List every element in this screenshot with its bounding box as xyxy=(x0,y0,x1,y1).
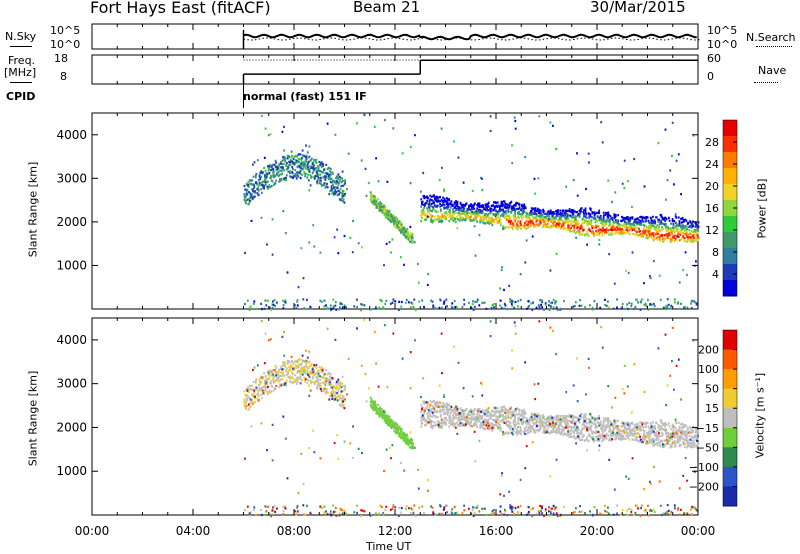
cpid-label: CPID xyxy=(6,90,36,103)
nave-legend-line xyxy=(754,82,778,83)
y-tick-label: 2000 xyxy=(56,420,87,434)
power-colorbar-segment xyxy=(723,184,737,201)
y-tick-label: 3000 xyxy=(56,377,87,391)
power-colorbar-segment xyxy=(723,200,737,217)
power-colorbar-segment xyxy=(723,168,737,185)
power-colorbar-segment xyxy=(723,152,737,169)
y-tick-label: 1000 xyxy=(56,464,87,478)
velocity-colorbar-segment xyxy=(723,330,737,351)
power-colorbar-segment xyxy=(723,232,737,249)
nave-tick-top: 60 xyxy=(707,52,721,65)
power-colorbar-tick: 16 xyxy=(705,202,719,215)
nsearch-label: N.Search xyxy=(746,31,796,44)
y-tick-label: 3000 xyxy=(56,171,87,185)
x-tick-label: 00:00 xyxy=(681,524,716,538)
y-tick-label: 1000 xyxy=(56,258,87,272)
power-scatter-cells xyxy=(431,214,700,242)
nsky-label: N.Sky xyxy=(5,30,37,43)
velocity-colorbar-segment xyxy=(723,486,737,507)
x-tick-label: 16:00 xyxy=(479,524,514,538)
x-tick-label: 12:00 xyxy=(378,524,413,538)
velocity-colorbar-tick: −15 xyxy=(696,422,719,435)
velocity-colorbar-tick: −100 xyxy=(689,461,719,474)
velocity-scatter-cells xyxy=(243,325,700,518)
date-label: 30/Mar/2015 xyxy=(590,0,686,16)
velocity-colorbar-segment xyxy=(723,466,737,487)
power-colorbar-segment xyxy=(723,216,737,233)
power-panel-frame xyxy=(91,112,699,310)
power-colorbar-tick: 12 xyxy=(705,224,719,237)
power-colorbar-segment xyxy=(723,264,737,281)
velocity-colorbar-tick: 15 xyxy=(705,402,719,415)
velocity-panel-frame xyxy=(91,317,699,516)
cpid-text: normal (fast) 151 IF xyxy=(243,90,367,103)
x-tick-label: 00:00 xyxy=(75,524,110,538)
velocity-colorbar-segment xyxy=(723,427,737,448)
nsky-tick-top: 10^5 xyxy=(50,24,81,37)
freq-trace xyxy=(242,59,698,84)
freq-tick-top: 18 xyxy=(54,52,68,65)
power-colorbar-segment xyxy=(723,136,737,153)
velocity-colorbar-tick: −50 xyxy=(696,441,719,454)
velocity-colorbar-tick: −200 xyxy=(689,480,719,493)
velocity-colorbar-segment xyxy=(723,447,737,468)
freq-tick-bottom: 8 xyxy=(60,70,67,83)
y-tick-label: 4000 xyxy=(56,333,87,347)
freq-unit-label: [MHz] xyxy=(4,66,37,79)
power-colorbar-tick: 24 xyxy=(705,158,719,171)
power-colorbar-tick: 4 xyxy=(712,268,719,281)
y-tick-label: 2000 xyxy=(56,215,87,229)
nsearch-tick-top: 10^5 xyxy=(707,24,738,37)
power-colorbar-segment xyxy=(723,280,737,297)
freq-legend-line xyxy=(10,82,32,83)
power-scatter-cells xyxy=(509,219,699,240)
power-colorbar-segment xyxy=(723,120,737,137)
station-title: Fort Hays East (fitACF) xyxy=(90,0,271,17)
freq-label: Freq. xyxy=(8,54,36,67)
velocity-colorbar-tick: 50 xyxy=(705,383,719,396)
nsky-tick-bottom: 10^0 xyxy=(50,38,81,51)
nave-tick-bottom: 0 xyxy=(707,70,714,83)
velocity-colorbar-tick: 100 xyxy=(698,363,719,376)
beam-label: Beam 21 xyxy=(353,0,421,16)
x-tick-label: 20:00 xyxy=(580,524,615,538)
power-scatter-cells xyxy=(243,113,699,312)
velocity-colorbar-tick: 200 xyxy=(698,344,719,357)
nsearch-trace xyxy=(243,37,700,41)
power-colorbar-tick: 8 xyxy=(712,246,719,259)
power-colorbar-segment xyxy=(723,248,737,265)
x-tick-label: 08:00 xyxy=(277,524,312,538)
velocity-colorbar-frame xyxy=(722,329,738,507)
power-scatter-cells xyxy=(250,119,700,311)
x-axis-label: Time UT xyxy=(366,540,412,553)
velocity-colorbar-segment xyxy=(723,408,737,429)
velocity-colorbar-segment xyxy=(723,388,737,409)
power-colorbar-tick: 28 xyxy=(705,136,719,149)
velocity-colorbar-segment xyxy=(723,349,737,370)
nsearch-legend-line xyxy=(756,46,792,47)
x-tick-label: 04:00 xyxy=(176,524,211,538)
nsearch-tick-bottom: 10^0 xyxy=(707,38,738,51)
nsky-legend-line xyxy=(10,46,32,47)
nave-label: Nave xyxy=(758,64,787,77)
nsky-trace xyxy=(243,33,697,41)
y-tick-label: 4000 xyxy=(56,128,87,142)
power-colorbar-tick: 20 xyxy=(705,180,719,193)
velocity-colorbar-segment xyxy=(723,369,737,390)
